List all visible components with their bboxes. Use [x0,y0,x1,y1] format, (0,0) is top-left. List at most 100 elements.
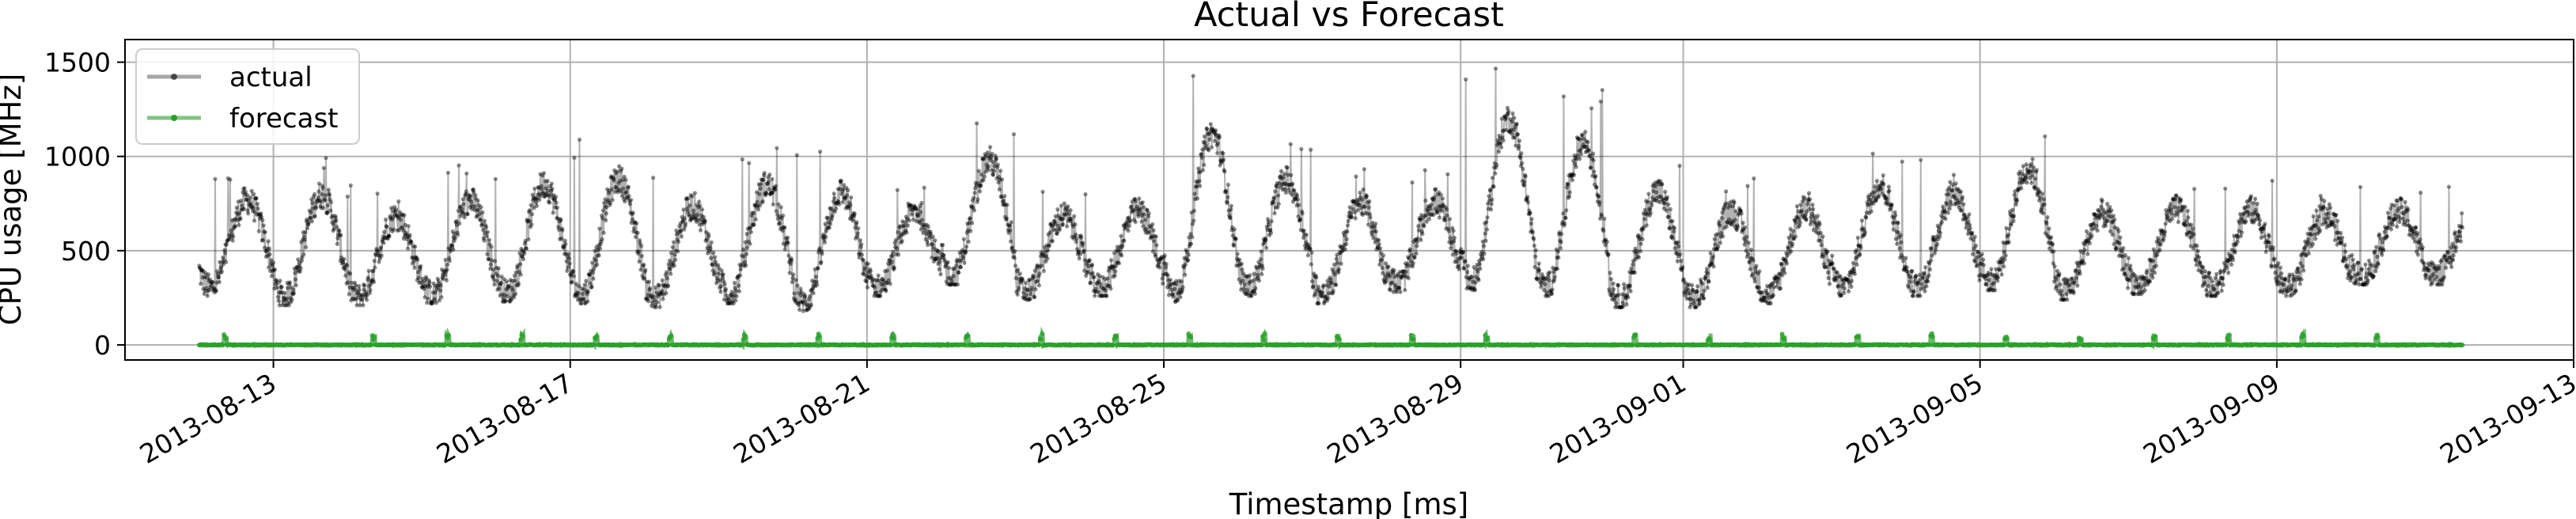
actual-point [1989,267,1994,271]
actual-point [276,298,281,303]
actual-point [650,300,655,305]
actual-point [1311,284,1316,289]
actual-point [1926,279,1930,284]
actual-point [502,293,507,297]
actual-point [486,256,491,261]
actual-point [314,200,319,205]
actual-point [604,205,609,210]
actual-point [1065,224,1070,229]
actual-point [571,274,576,278]
actual-point [1412,255,1417,260]
actual-point [1899,240,1904,244]
actual-point [365,293,369,297]
actual-point [572,155,577,160]
actual-point [2298,282,2302,286]
actual-point [425,284,430,289]
actual-point [263,254,269,260]
actual-point [695,212,700,217]
actual-point [790,280,795,285]
actual-point [688,218,693,223]
actual-point [702,218,707,222]
actual-point [941,252,946,258]
actual-point [1631,262,1635,267]
actual-point [207,288,212,293]
actual-point [2458,234,2463,239]
actual-point [2339,230,2343,235]
actual-point [425,301,430,305]
actual-point [205,275,210,280]
actual-point [405,233,410,239]
actual-point [212,290,217,295]
actual-point [1377,237,1381,243]
actual-point [445,263,450,267]
actual-point [861,258,866,263]
actual-point [578,297,584,301]
actual-point [744,252,749,256]
actual-point [522,241,528,246]
actual-point [647,287,652,292]
actual-point [1919,157,1923,162]
actual-point [513,278,517,283]
actual-point [1611,281,1616,286]
actual-point [1009,220,1013,225]
actual-point [2229,262,2234,267]
actual-point [610,198,615,203]
actual-point [1126,228,1131,233]
actual-point [597,253,601,258]
actual-point [253,195,258,200]
actual-point [2381,248,2386,252]
actual-point [685,209,690,214]
actual-point [635,221,639,225]
actual-point [704,229,709,234]
actual-point [331,222,336,227]
actual-point [508,278,513,282]
actual-point [1410,180,1415,185]
actual-point [563,238,567,243]
actual-point [503,298,508,303]
actual-point [840,200,845,205]
actual-point [239,207,244,212]
actual-point [703,238,708,243]
actual-point [1782,271,1787,275]
actual-point [1993,288,1998,293]
actual-point [698,203,703,208]
actual-point [2299,277,2304,282]
actual-point [386,233,392,238]
actual-point [473,192,478,198]
actual-point [1804,218,1809,222]
actual-point [672,263,676,268]
actual-point [1512,116,1517,120]
actual-point [876,273,881,278]
actual-point [946,265,951,271]
actual-point [633,235,638,240]
actual-point [2257,218,2262,223]
actual-point [2191,226,2195,231]
actual-point [2374,244,2379,249]
actual-point [2267,241,2272,245]
actual-point [2047,226,2051,231]
actual-point [381,234,385,239]
actual-point [1999,272,2004,277]
actual-point [895,246,900,251]
actual-point [693,217,698,222]
actual-point [646,299,651,304]
actual-point [251,206,256,210]
actual-point [2356,271,2361,276]
actual-point [1638,249,1643,254]
actual-point [774,184,778,188]
actual-point [394,214,399,218]
actual-point [1316,301,1321,306]
actual-point [1031,275,1036,279]
actual-point [360,297,365,302]
actual-point [1739,211,1744,216]
actual-point [1896,221,1900,225]
actual-point [2038,195,2043,200]
actual-point [1420,232,1425,237]
actual-point [1267,222,1271,227]
actual-point [674,232,680,237]
actual-point [1384,261,1388,266]
actual-point [656,282,661,287]
actual-point [1362,204,1367,209]
actual-point [446,246,451,251]
actual-point [259,211,263,216]
